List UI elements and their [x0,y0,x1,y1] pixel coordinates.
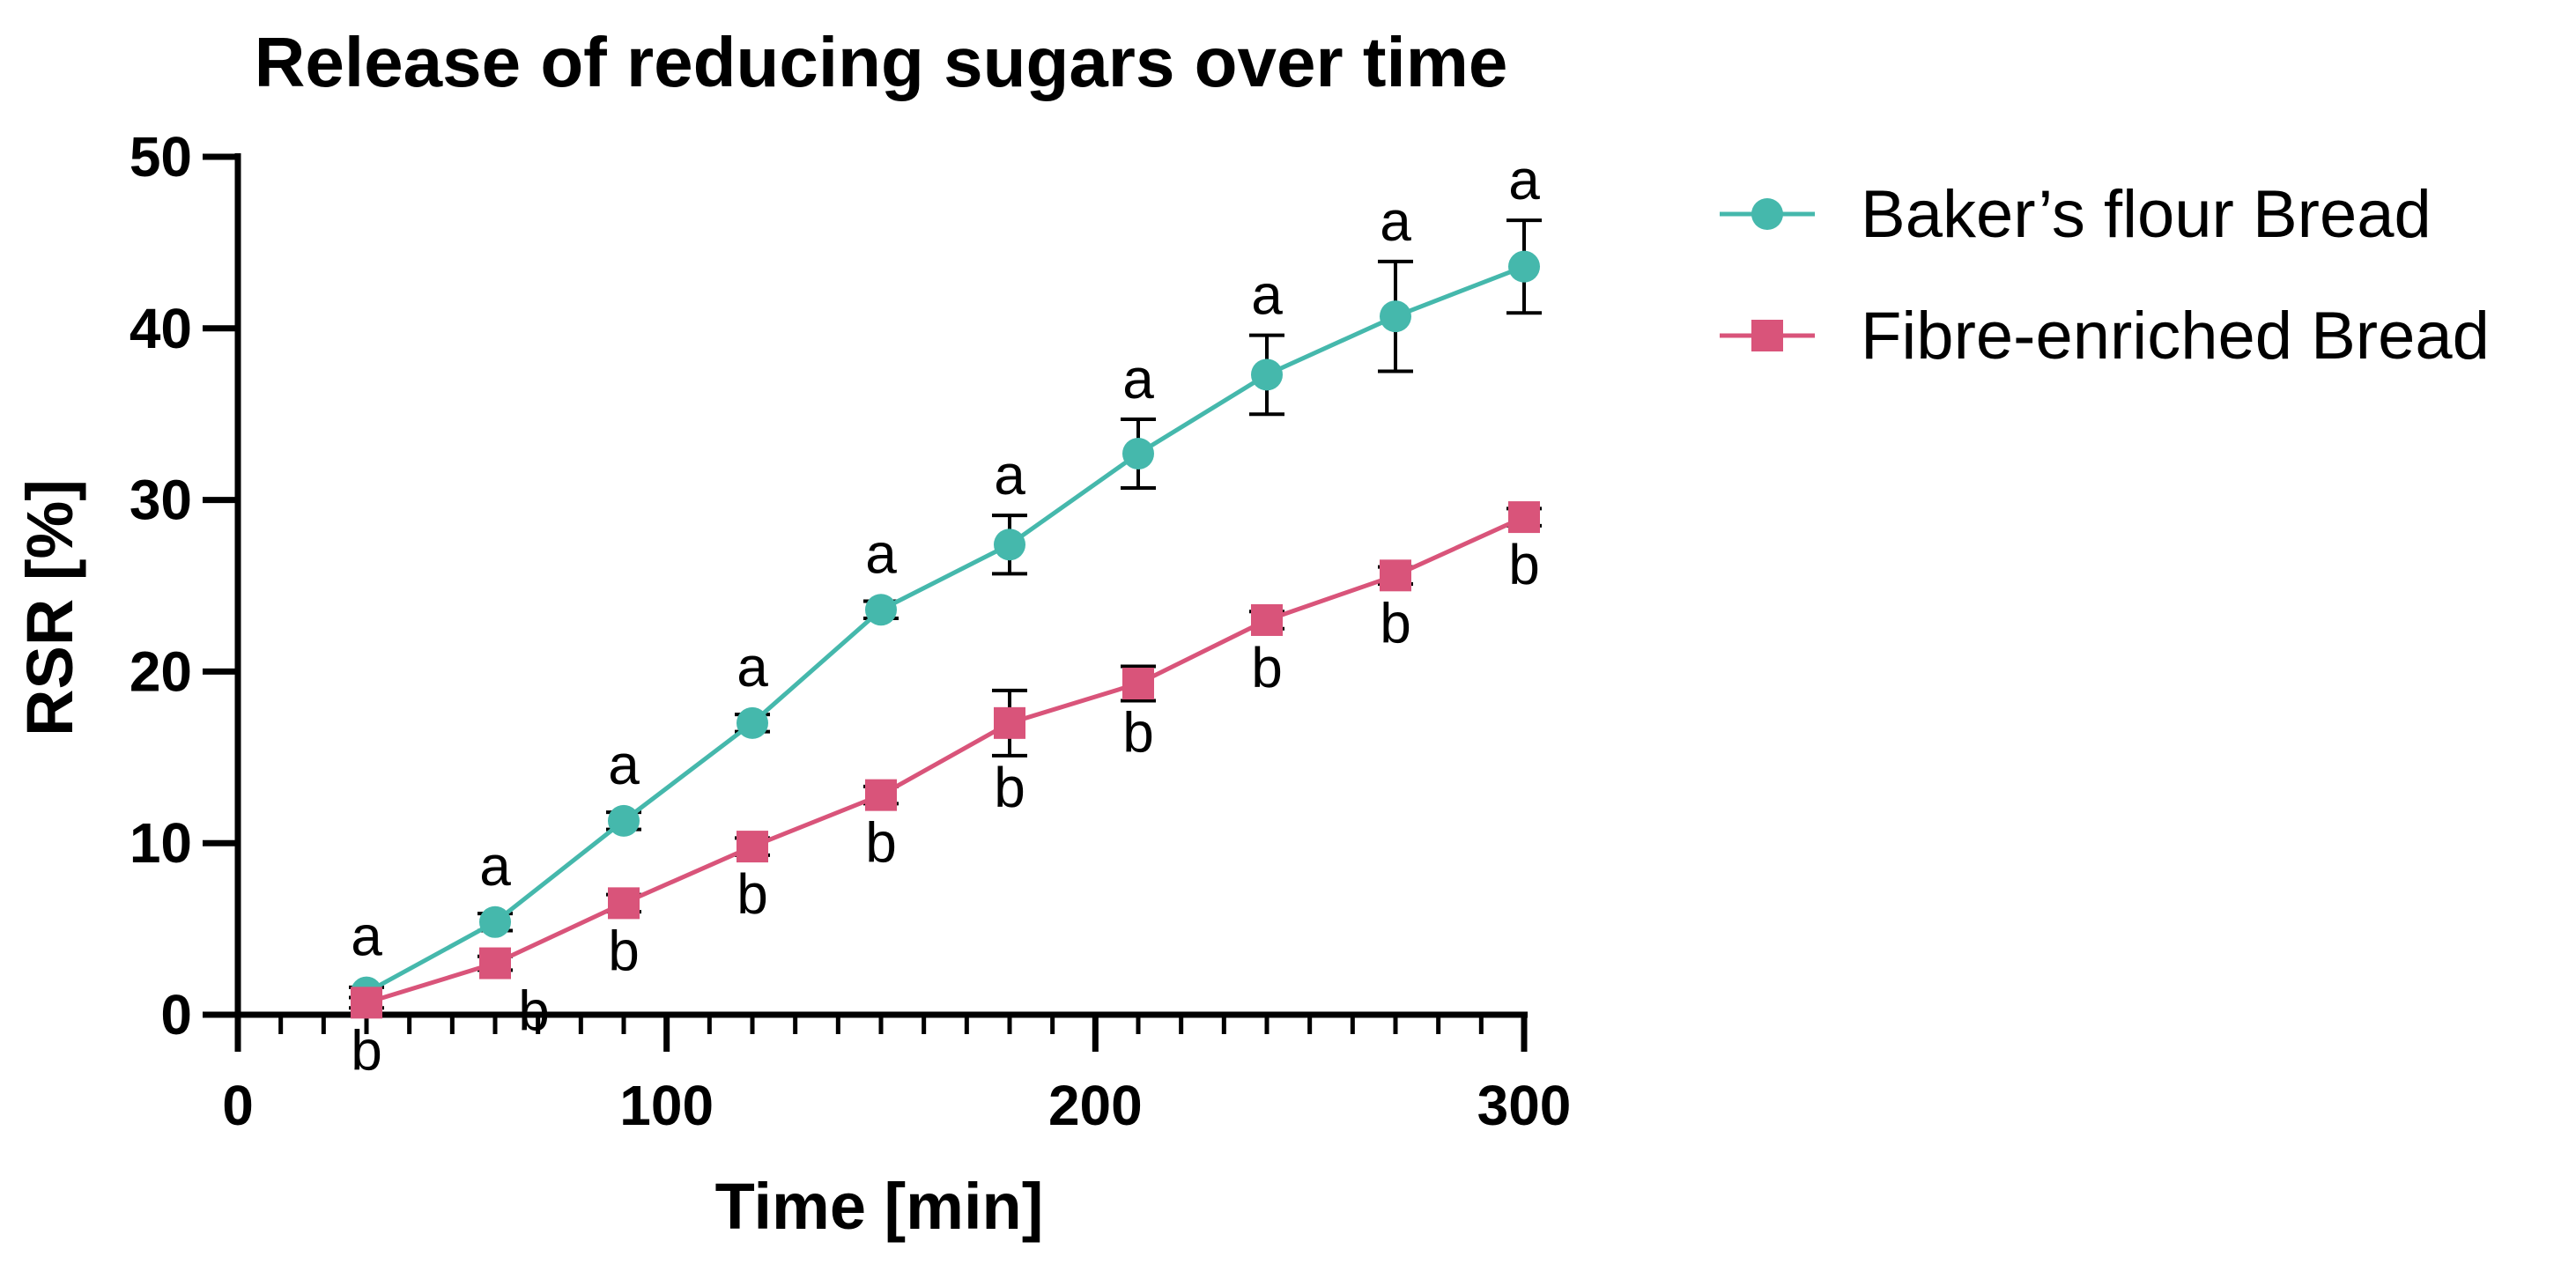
significance-label: b [1251,636,1283,699]
data-point [479,947,511,979]
legend-marker [1751,198,1783,230]
significance-label: b [608,919,640,982]
y-tick-label: 50 [130,125,192,188]
data-point [351,987,382,1019]
legend-label: Fibre-enriched Bread [1861,299,2490,373]
data-point [737,706,768,739]
significance-label: a [351,905,382,968]
axes: 0 10 20 30 40 50 0 100 200 300 [130,125,1572,1137]
x-axis-title: Time [min] [715,1170,1044,1243]
series-line [365,264,1525,994]
y-tick-label: 30 [130,469,192,532]
data-point [865,779,897,811]
y-tick-label: 0 [160,983,192,1046]
data-point [1122,438,1154,470]
significance-label: a [608,733,640,796]
x-tick-label: 300 [1477,1074,1572,1137]
significance-label: b [737,862,768,926]
legend-marker [1751,320,1783,351]
chart-title: Release of reducing sugars over time [255,23,1508,101]
significance-label: a [1508,148,1540,211]
data-point [1508,501,1540,534]
significance-label: a [1380,189,1411,253]
legend-label: Baker’s flour Bread [1861,177,2432,252]
significance-label: a [1122,347,1154,410]
data-point [1251,603,1283,636]
data-point [737,831,768,863]
significance-label: b [518,979,550,1043]
y-tick-label: 10 [130,811,192,875]
data-point [608,804,640,837]
y-axis-title: RSR [%] [13,479,86,736]
data-point [1380,300,1411,333]
x-tick-label: 200 [1048,1074,1143,1137]
series-line [366,514,1526,1005]
significance-label: a [1251,263,1283,327]
legend-item-2: Fibre-enriched Bread [1720,299,2490,373]
data-point [994,529,1025,561]
significance-label: a [865,521,897,585]
data-point [608,887,640,920]
significance-label: b [1380,591,1411,654]
legend: Baker’s flour Bread Fibre-enriched Bread [1720,177,2490,373]
legend-item-1: Baker’s flour Bread [1720,177,2432,252]
y-tick-label: 20 [130,639,192,703]
significance-label: b [994,756,1025,819]
significance-label: a [994,443,1025,506]
significance-label: b [1122,701,1154,765]
significance-label: a [479,834,511,898]
data-point [865,594,897,626]
data-point [994,706,1025,739]
data-point [1380,559,1411,592]
y-tick-label: 40 [130,297,192,360]
significance-label: b [1508,533,1540,596]
x-tick-label: 100 [619,1074,714,1137]
data-point [479,905,511,938]
data-point [1122,668,1154,700]
data-point [1508,250,1540,283]
series-1: a a a a a a a a a a [349,148,1542,1009]
significance-label: a [737,635,768,699]
significance-label: b [865,811,897,875]
x-tick-label: 0 [222,1074,254,1137]
data-point [1251,359,1283,391]
significance-label: b [351,1018,382,1082]
